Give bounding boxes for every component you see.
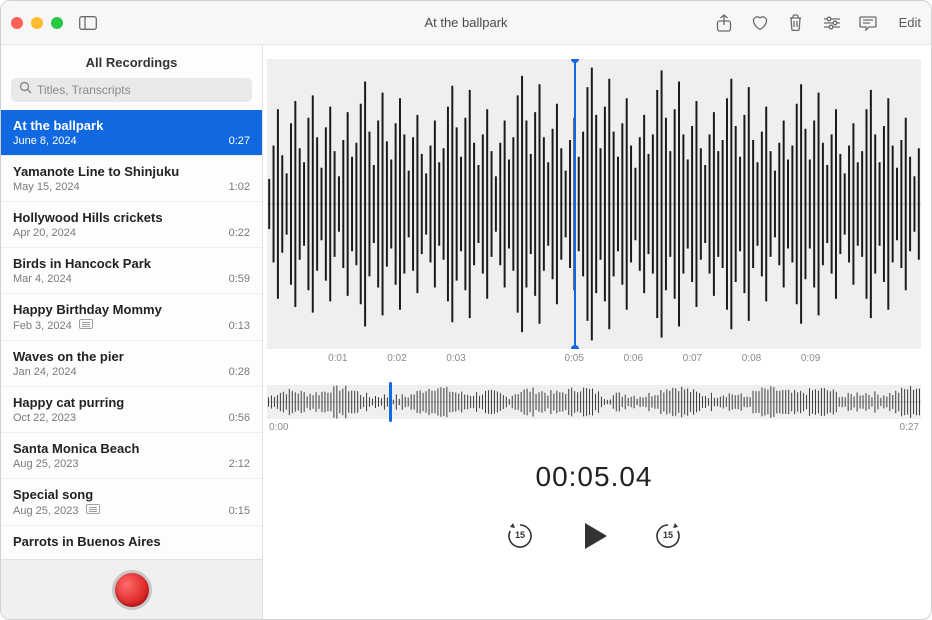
recording-duration: 0:56 [229,412,250,424]
skip-back-button[interactable]: 15 [505,521,535,551]
overview-time-axis: 0:00 0:27 [267,419,921,433]
edit-button[interactable]: Edit [893,15,921,30]
play-button[interactable] [577,519,611,553]
recording-title: Waves on the pier [13,349,124,364]
sidebar-header: All Recordings [1,45,262,78]
recording-title: At the ballpark [13,118,103,133]
detail-pane: 0:010:020:030:050:060:070:080:09 0:00 0:… [263,45,931,619]
recording-title: Happy Birthday Mommy [13,302,162,317]
transcript-badge-icon [86,504,100,514]
recording-title: Birds in Hancock Park [13,256,151,271]
skip-forward-button[interactable]: 15 [653,521,683,551]
recording-duration: 0:13 [229,320,250,332]
window-title: At the ballpark [424,15,507,30]
waveform-overview[interactable] [267,385,921,419]
recording-title: Santa Monica Beach [13,441,139,456]
overview-start-label: 0:00 [269,422,288,433]
recording-list: At the ballpark June 8, 2024 0:27 Yamanote… [1,110,262,559]
recording-duration: 1:02 [229,181,250,193]
list-item[interactable]: Parrots in Buenos Aires [1,526,262,559]
list-item[interactable]: At the ballpark June 8, 2024 0:27 [1,110,262,156]
recording-title: Yamanote Line to Shinjuku [13,164,179,179]
list-item[interactable]: Happy cat purring Oct 22, 2023 0:56 [1,387,262,433]
recording-date: June 8, 2024 [13,135,77,147]
close-button[interactable] [11,17,23,29]
share-icon[interactable] [713,12,735,34]
playback-controls: 15 15 [267,519,921,553]
app-window: At the ballpark Edit All Recordings At t… [0,0,932,620]
waveform-big[interactable] [267,59,921,349]
transcript-badge-icon [79,319,93,329]
recording-date: Mar 4, 2024 [13,273,72,285]
overview-playhead[interactable] [389,382,392,422]
recording-date: May 15, 2024 [13,181,80,193]
titlebar: At the ballpark Edit [1,1,931,45]
zoom-button[interactable] [51,17,63,29]
search-icon [19,81,32,99]
settings-icon[interactable] [821,12,843,34]
recording-title: Hollywood Hills crickets [13,210,163,225]
recording-date: Apr 20, 2024 [13,227,76,239]
recording-date: Oct 22, 2023 [13,412,76,424]
recording-duration: 0:28 [229,366,250,378]
list-item[interactable]: Waves on the pier Jan 24, 2024 0:28 [1,341,262,387]
overview-end-label: 0:27 [900,422,919,433]
list-item[interactable]: Special song Aug 25, 2023 0:15 [1,479,262,526]
recording-title: Parrots in Buenos Aires [13,534,161,549]
record-bar [1,559,262,619]
recording-title: Happy cat purring [13,395,124,410]
list-item[interactable]: Hollywood Hills crickets Apr 20, 2024 0:2… [1,202,262,248]
recording-date: Feb 3, 2024 [13,319,93,332]
recording-date: Aug 25, 2023 [13,458,78,470]
search-input[interactable] [11,78,252,102]
list-item[interactable]: Santa Monica Beach Aug 25, 2023 2:12 [1,433,262,479]
sidebar-toggle-icon[interactable] [77,14,99,32]
timecode: 00:05.04 [267,461,921,493]
recording-duration: 0:22 [229,227,250,239]
record-button[interactable] [112,570,152,610]
list-item[interactable]: Happy Birthday Mommy Feb 3, 2024 0:13 [1,294,262,341]
transcript-icon[interactable] [857,12,879,34]
playhead[interactable] [574,59,576,349]
recording-duration: 0:27 [229,135,250,147]
recording-duration: 2:12 [229,458,250,470]
recording-duration: 0:59 [229,273,250,285]
waveform-time-axis: 0:010:020:030:050:060:070:080:09 [267,349,921,369]
sidebar: All Recordings At the ballpark June 8, 20… [1,45,263,619]
trash-icon[interactable] [785,12,807,34]
recording-duration: 0:15 [229,505,250,517]
recording-date: Jan 24, 2024 [13,366,77,378]
traffic-lights [11,17,63,29]
recording-title: Special song [13,487,93,502]
recording-date: Aug 25, 2023 [13,504,100,517]
list-item[interactable]: Birds in Hancock Park Mar 4, 2024 0:59 [1,248,262,294]
minimize-button[interactable] [31,17,43,29]
list-item[interactable]: Yamanote Line to Shinjuku May 15, 2024 1:… [1,156,262,202]
favorite-icon[interactable] [749,12,771,34]
